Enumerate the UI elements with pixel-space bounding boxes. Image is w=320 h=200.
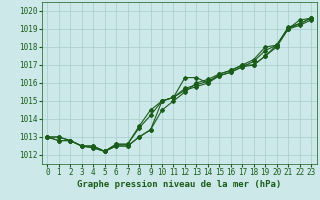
X-axis label: Graphe pression niveau de la mer (hPa): Graphe pression niveau de la mer (hPa)	[77, 180, 281, 189]
